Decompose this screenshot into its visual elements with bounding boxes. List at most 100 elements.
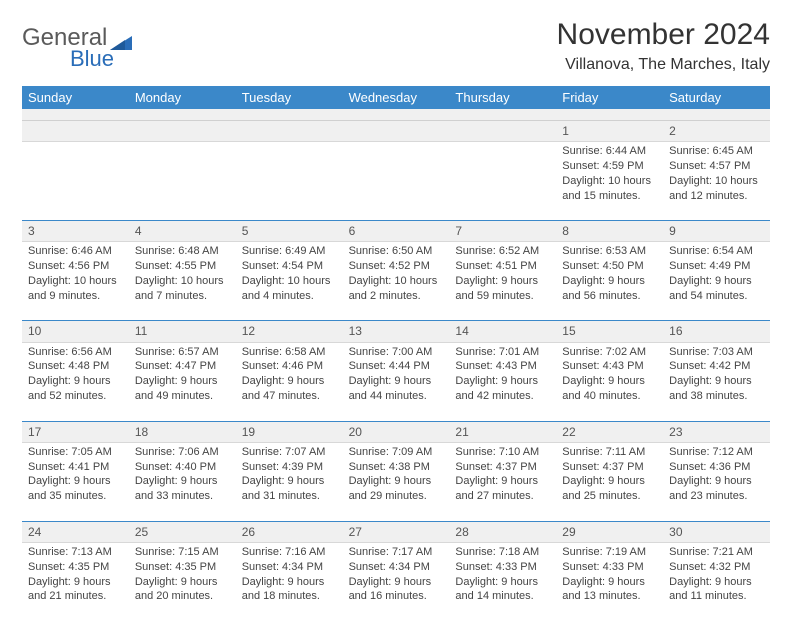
- sunrise-text: Sunrise: 7:01 AM: [455, 345, 550, 360]
- day-cell: Sunrise: 6:52 AMSunset: 4:51 PMDaylight:…: [449, 242, 556, 320]
- date-cell: 16: [663, 321, 770, 341]
- sunset-text: Sunset: 4:48 PM: [28, 359, 123, 374]
- sunrise-text: Sunrise: 7:15 AM: [135, 545, 230, 560]
- sunrise-text: Sunrise: 7:03 AM: [669, 345, 764, 360]
- date-cell: 26: [236, 522, 343, 542]
- page-title: November 2024: [557, 18, 770, 52]
- daylight-text: Daylight: 10 hours and 7 minutes.: [135, 274, 230, 304]
- logo-text-blue: Blue: [70, 46, 114, 72]
- sunset-text: Sunset: 4:43 PM: [562, 359, 657, 374]
- date-row: 12: [22, 121, 770, 142]
- logo: GeneralBlue: [22, 18, 134, 72]
- sunrise-text: Sunrise: 6:48 AM: [135, 244, 230, 259]
- day-cell: Sunrise: 7:07 AMSunset: 4:39 PMDaylight:…: [236, 443, 343, 521]
- day-cell: Sunrise: 7:15 AMSunset: 4:35 PMDaylight:…: [129, 543, 236, 621]
- sunrise-text: Sunrise: 7:21 AM: [669, 545, 764, 560]
- sunset-text: Sunset: 4:50 PM: [562, 259, 657, 274]
- daylight-text: Daylight: 9 hours and 11 minutes.: [669, 575, 764, 605]
- sunset-text: Sunset: 4:37 PM: [455, 460, 550, 475]
- daylight-text: Daylight: 9 hours and 56 minutes.: [562, 274, 657, 304]
- daylight-text: Daylight: 10 hours and 15 minutes.: [562, 174, 657, 204]
- day-header-row: Sunday Monday Tuesday Wednesday Thursday…: [22, 86, 770, 109]
- sunset-text: Sunset: 4:35 PM: [135, 560, 230, 575]
- location-label: Villanova, The Marches, Italy: [557, 56, 770, 74]
- sunrise-text: Sunrise: 6:57 AM: [135, 345, 230, 360]
- date-cell: 13: [343, 321, 450, 341]
- sunset-text: Sunset: 4:37 PM: [562, 460, 657, 475]
- day-cell: [22, 142, 129, 220]
- sunset-text: Sunset: 4:32 PM: [669, 560, 764, 575]
- sunset-text: Sunset: 4:51 PM: [455, 259, 550, 274]
- date-cell: 3: [22, 221, 129, 241]
- daylight-text: Daylight: 10 hours and 9 minutes.: [28, 274, 123, 304]
- day-cell: Sunrise: 6:50 AMSunset: 4:52 PMDaylight:…: [343, 242, 450, 320]
- daylight-text: Daylight: 10 hours and 2 minutes.: [349, 274, 444, 304]
- day-header-sunday: Sunday: [22, 86, 129, 109]
- daylight-text: Daylight: 9 hours and 38 minutes.: [669, 374, 764, 404]
- day-cell: Sunrise: 6:57 AMSunset: 4:47 PMDaylight:…: [129, 343, 236, 421]
- week-row: Sunrise: 6:56 AMSunset: 4:48 PM Daylight:…: [22, 343, 770, 421]
- date-cell: 12: [236, 321, 343, 341]
- daylight-text: Daylight: 10 hours and 12 minutes.: [669, 174, 764, 204]
- day-cell: [449, 142, 556, 220]
- day-header-saturday: Saturday: [663, 86, 770, 109]
- day-cell: [129, 142, 236, 220]
- day-cell: Sunrise: 7:01 AMSunset: 4:43 PMDaylight:…: [449, 343, 556, 421]
- sunrise-text: Sunrise: 6:49 AM: [242, 244, 337, 259]
- date-cell: 20: [343, 422, 450, 442]
- day-cell: Sunrise: 6:45 AMSunset: 4:57 PMDaylight:…: [663, 142, 770, 220]
- sunset-text: Sunset: 4:38 PM: [349, 460, 444, 475]
- blank-row: [22, 109, 770, 121]
- date-cell: 5: [236, 221, 343, 241]
- daylight-text: Daylight: 9 hours and 31 minutes.: [242, 474, 337, 504]
- day-cell: Sunrise: 7:03 AMSunset: 4:42 PMDaylight:…: [663, 343, 770, 421]
- week-row: Sunrise: 7:13 AMSunset: 4:35 PMDaylight:…: [22, 543, 770, 621]
- day-cell: Sunrise: 7:10 AMSunset: 4:37 PMDaylight:…: [449, 443, 556, 521]
- day-cell: Sunrise: 7:11 AMSunset: 4:37 PMDaylight:…: [556, 443, 663, 521]
- date-cell: 19: [236, 422, 343, 442]
- day-cell: Sunrise: 7:21 AMSunset: 4:32 PMDaylight:…: [663, 543, 770, 621]
- date-cell: 14: [449, 321, 556, 341]
- date-cell: 29: [556, 522, 663, 542]
- daylight-text: Daylight: 9 hours and 18 minutes.: [242, 575, 337, 605]
- sunrise-text: Sunrise: 6:46 AM: [28, 244, 123, 259]
- sunrise-text: Sunrise: 6:54 AM: [669, 244, 764, 259]
- date-cell: 4: [129, 221, 236, 241]
- day-header-monday: Monday: [129, 86, 236, 109]
- sunrise-text: Sunrise: 7:17 AM: [349, 545, 444, 560]
- day-cell: Sunrise: 6:54 AMSunset: 4:49 PMDaylight:…: [663, 242, 770, 320]
- day-cell: Sunrise: 6:48 AMSunset: 4:55 PMDaylight:…: [129, 242, 236, 320]
- daylight-text: Daylight: 9 hours and 13 minutes.: [562, 575, 657, 605]
- day-cell: Sunrise: 6:49 AMSunset: 4:54 PMDaylight:…: [236, 242, 343, 320]
- sunset-text: Sunset: 4:49 PM: [669, 259, 764, 274]
- daylight-text: Daylight: 9 hours and 40 minutes.: [562, 374, 657, 404]
- date-row: 17181920212223: [22, 421, 770, 443]
- date-cell: 9: [663, 221, 770, 241]
- sunrise-text: Sunrise: 6:45 AM: [669, 144, 764, 159]
- date-cell: [236, 121, 343, 141]
- day-cell: Sunrise: 7:12 AMSunset: 4:36 PMDaylight:…: [663, 443, 770, 521]
- date-cell: 23: [663, 422, 770, 442]
- sunset-text: Sunset: 4:42 PM: [669, 359, 764, 374]
- daylight-text: Daylight: 9 hours and 49 minutes.: [135, 374, 230, 404]
- sunrise-text: Sunrise: 6:52 AM: [455, 244, 550, 259]
- daylight-text: Daylight: 9 hours and 23 minutes.: [669, 474, 764, 504]
- daylight-text: Daylight: 9 hours and 25 minutes.: [562, 474, 657, 504]
- day-cell: Sunrise: 7:09 AMSunset: 4:38 PMDaylight:…: [343, 443, 450, 521]
- sunset-text: Sunset: 4:33 PM: [562, 560, 657, 575]
- sunset-text: Sunset: 4:54 PM: [242, 259, 337, 274]
- day-cell: [236, 142, 343, 220]
- daylight-text: Daylight: 9 hours and 21 minutes.: [28, 575, 123, 605]
- day-cell: [343, 142, 450, 220]
- daylight-text: Daylight: 9 hours and 27 minutes.: [455, 474, 550, 504]
- date-cell: 27: [343, 522, 450, 542]
- day-cell: Sunrise: 7:16 AMSunset: 4:34 PMDaylight:…: [236, 543, 343, 621]
- sunrise-text: Sunrise: 7:18 AM: [455, 545, 550, 560]
- date-cell: [449, 121, 556, 141]
- sunset-text: Sunset: 4:34 PM: [242, 560, 337, 575]
- date-cell: 6: [343, 221, 450, 241]
- daylight-text: Daylight: 9 hours and 59 minutes.: [455, 274, 550, 304]
- sunset-text: Sunset: 4:33 PM: [455, 560, 550, 575]
- sunrise-text: Sunrise: 6:56 AM: [28, 345, 123, 360]
- sunrise-text: Sunrise: 7:16 AM: [242, 545, 337, 560]
